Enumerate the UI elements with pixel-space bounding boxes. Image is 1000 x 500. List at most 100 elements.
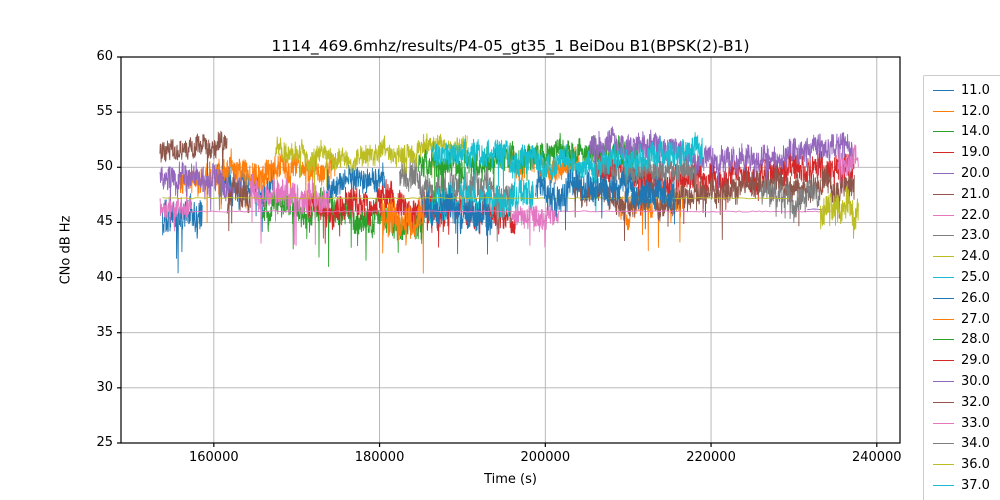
legend-label: 33.0 (961, 415, 990, 431)
legend-line-swatch (933, 401, 954, 403)
legend-line-swatch (933, 89, 954, 91)
legend-entry: 29.0 (933, 350, 1000, 371)
legend-label: 41.0 (961, 499, 990, 500)
legend-entry: 26.0 (933, 288, 1000, 309)
data-series-lines (159, 126, 859, 274)
legend-label: 14.0 (961, 124, 990, 140)
legend-line-swatch (933, 422, 954, 424)
x-tick-label: 180000 (354, 450, 405, 465)
legend-label: 26.0 (961, 290, 990, 306)
legend-entry: 41.0 (933, 496, 1000, 500)
legend-line-swatch (933, 297, 954, 299)
series-line-20.0 (159, 161, 244, 224)
legend-label: 27.0 (961, 311, 990, 327)
legend-entry: 37.0 (933, 475, 1000, 496)
legend-entry: 30.0 (933, 371, 1000, 392)
legend-label: 20.0 (961, 166, 990, 182)
legend-line-swatch (933, 464, 954, 466)
legend-entry: 21.0 (933, 184, 1000, 205)
legend-line-swatch (933, 110, 954, 112)
x-tick-label: 160000 (188, 450, 239, 465)
legend-line-swatch (933, 173, 954, 175)
legend-label: 32.0 (961, 394, 990, 410)
legend-label: 36.0 (961, 457, 990, 473)
legend-line-swatch (933, 485, 954, 487)
legend-line-swatch (933, 381, 954, 383)
x-axis-label: Time (s) (484, 472, 537, 487)
legend-line-swatch (933, 152, 954, 154)
legend-line-swatch (933, 339, 954, 341)
legend-label: 24.0 (961, 249, 990, 265)
x-tick-label: 200000 (520, 450, 571, 465)
legend-line-swatch (933, 360, 954, 362)
legend-label: 11.0 (961, 82, 990, 98)
legend-label: 37.0 (961, 478, 990, 494)
grid-lines (121, 56, 900, 444)
legend-entry: 34.0 (933, 434, 1000, 455)
legend-entry: 14.0 (933, 122, 1000, 143)
legend-entry: 25.0 (933, 267, 1000, 288)
y-tick-label: 50 (96, 159, 113, 175)
y-tick-label: 55 (96, 104, 113, 120)
series-line-22.0 (249, 173, 330, 246)
legend-label: 22.0 (961, 207, 990, 223)
legend-label: 12.0 (961, 103, 990, 119)
plot-title: 1114_469.6mhz/results/P4-05_gt35_1 BeiDo… (271, 37, 750, 55)
legend-line-swatch (933, 235, 954, 237)
axes-spines (120, 56, 901, 444)
legend-box: 11.0 12.0 14.0 19.0 20.0 21.0 22.0 23.0 24.0 25.0… (923, 75, 1000, 500)
legend-line-swatch (933, 256, 954, 258)
series-line-32.0 (573, 164, 855, 242)
y-tick-label: 30 (96, 379, 113, 395)
x-tick-label: 240000 (851, 450, 902, 465)
series-line-41.0 (534, 167, 676, 231)
series-line-33.0 (511, 202, 560, 248)
series-line-36.0 (162, 197, 790, 200)
y-tick-label: 25 (96, 435, 113, 450)
legend-line-swatch (933, 193, 954, 195)
legend-entry: 11.0 (933, 80, 1000, 101)
legend-line-swatch (933, 131, 954, 133)
legend-entry: 19.0 (933, 142, 1000, 163)
series-line-33.0 (188, 210, 836, 213)
legend-entry: 20.0 (933, 163, 1000, 184)
legend-entry: 22.0 (933, 205, 1000, 226)
legend-label: 29.0 (961, 353, 990, 369)
legend-label: 28.0 (961, 332, 990, 348)
series-line-27.0 (380, 196, 425, 274)
legend-entry: 33.0 (933, 413, 1000, 434)
legend-line-swatch (933, 318, 954, 320)
series-line-34.0 (760, 177, 820, 223)
y-tick-label: 60 (96, 49, 113, 64)
y-tick-label: 45 (96, 214, 113, 230)
legend-line-swatch (933, 277, 954, 279)
y-tick-label: 40 (96, 269, 113, 285)
legend-label: 25.0 (961, 270, 990, 286)
legend-line-swatch (933, 214, 954, 216)
series-line-21.0 (159, 130, 228, 176)
legend-line-swatch (933, 443, 954, 445)
legend-label: 34.0 (961, 436, 990, 452)
legend-label: 30.0 (961, 374, 990, 390)
series-line-26.0 (419, 184, 493, 255)
legend-entry: 12.0 (933, 101, 1000, 122)
series-line-21.0 (226, 177, 251, 232)
legend-label: 21.0 (961, 186, 990, 202)
series-line-26.0 (326, 162, 385, 200)
legend-label: 19.0 (961, 145, 990, 161)
series-line-30.0 (589, 126, 854, 198)
x-tick-label: 220000 (686, 450, 736, 465)
legend-label: 23.0 (961, 228, 990, 244)
legend-entry: 36.0 (933, 454, 1000, 475)
axis-tick-marks (117, 56, 878, 447)
legend-entry: 27.0 (933, 309, 1000, 330)
legend-entry: 24.0 (933, 246, 1000, 267)
legend-entry: 28.0 (933, 330, 1000, 351)
series-line-33.0 (837, 144, 859, 192)
series-line-22.0 (159, 195, 192, 232)
legend-entry: 32.0 (933, 392, 1000, 413)
series-line-36.0 (819, 186, 859, 239)
legend-entry: 23.0 (933, 226, 1000, 247)
